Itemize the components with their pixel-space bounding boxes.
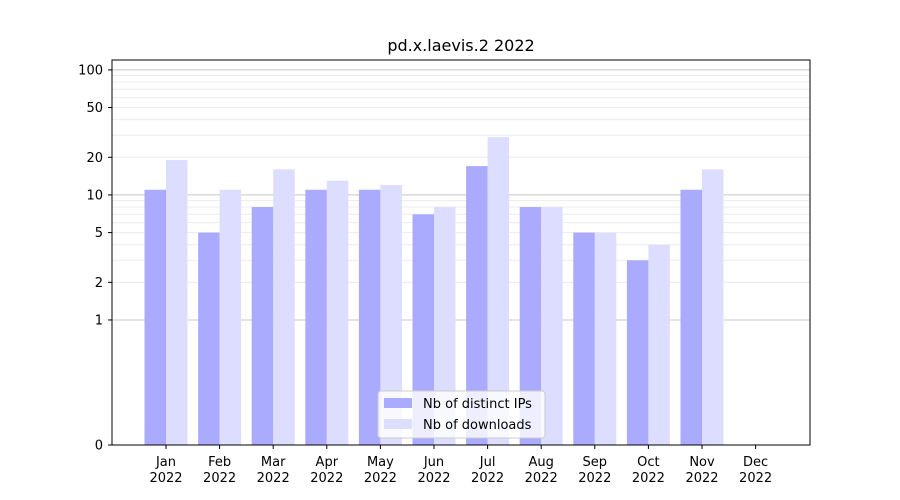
x-tick-label-month: Nov (689, 455, 715, 470)
x-tick-label-year: 2022 (578, 471, 611, 486)
y-axis: 0 1 2 5 10 20 50 100 (78, 63, 112, 454)
bar-distinct-ips-jul (466, 166, 488, 445)
x-tick-label-month: Oct (637, 455, 659, 470)
x-tick-label-year: 2022 (471, 471, 504, 486)
bar-distinct-ips-may (358, 189, 381, 445)
bar-distinct-ips-aug (519, 207, 542, 445)
x-tick-label-month: Aug (529, 455, 554, 470)
x-axis: Jan2022Feb2022Mar2022Apr2022May2022Jun20… (149, 445, 772, 486)
y-tick-label: 20 (86, 151, 103, 166)
bar-distinct-ips-feb (198, 232, 220, 445)
bar-downloads-aug (541, 207, 563, 445)
y-tick-label: 2 (95, 276, 103, 291)
x-tick-label-month: Jan (155, 455, 176, 470)
x-tick-label-month: Feb (208, 455, 231, 470)
bar-distinct-ips-jan (144, 189, 166, 445)
legend-label-downloads: Nb of downloads (423, 418, 532, 433)
x-tick-label-year: 2022 (257, 471, 290, 486)
x-tick-label-month: May (367, 455, 394, 470)
y-tick-label: 1 (95, 313, 103, 328)
x-tick-label-year: 2022 (203, 471, 236, 486)
y-tick-label: 10 (86, 188, 103, 203)
x-tick-label-month: Apr (316, 455, 339, 470)
y-tick-label: 50 (86, 101, 103, 116)
x-tick-label-month: Sep (583, 455, 608, 470)
y-tick-label: 0 (95, 439, 103, 454)
x-tick-label-year: 2022 (417, 471, 450, 486)
axes-frame (111, 59, 811, 446)
chart-title: pd.x.laevis.2 2022 (387, 36, 534, 55)
bar-distinct-ips-oct (626, 260, 649, 445)
bar-downloads-apr (326, 180, 349, 445)
bar-downloads-sep (594, 232, 617, 445)
bar-downloads-nov (702, 169, 724, 445)
y-tick-label: 5 (95, 226, 103, 241)
x-tick-label-year: 2022 (149, 471, 182, 486)
bar-downloads-feb (219, 189, 242, 445)
legend-box (377, 390, 546, 439)
x-tick-label-year: 2022 (310, 471, 343, 486)
bar-downloads-may (380, 185, 402, 445)
bar-distinct-ips-apr (305, 189, 327, 445)
legend-swatch-distinct-ips (384, 398, 412, 408)
legend-swatch-downloads (384, 419, 412, 429)
bar-distinct-ips-sep (573, 232, 595, 445)
x-tick-label-year: 2022 (525, 471, 558, 486)
x-tick-label-month: Mar (261, 455, 286, 470)
y-tick-label: 100 (78, 63, 103, 78)
x-tick-label-month: Dec (743, 455, 768, 470)
bar-downloads-jan (166, 160, 188, 445)
bar-distinct-ips-jun (412, 214, 434, 445)
x-tick-label-year: 2022 (685, 471, 718, 486)
bar-downloads-mar (273, 169, 295, 445)
bar-distinct-ips-nov (680, 189, 702, 445)
x-tick-label-month: Jul (479, 455, 496, 470)
bar-downloads-jun (434, 207, 456, 445)
x-tick-label-year: 2022 (364, 471, 397, 486)
bar-downloads-jul (487, 137, 510, 445)
bars-group (144, 137, 724, 445)
x-tick-label-year: 2022 (632, 471, 665, 486)
bar-downloads-oct (648, 244, 670, 445)
legend: Nb of distinct IPs Nb of downloads (377, 390, 546, 439)
legend-label-distinct-ips: Nb of distinct IPs (423, 397, 532, 412)
x-tick-label-year: 2022 (739, 471, 772, 486)
x-tick-label-month: Jun (423, 455, 444, 470)
bar-distinct-ips-mar (251, 207, 274, 445)
